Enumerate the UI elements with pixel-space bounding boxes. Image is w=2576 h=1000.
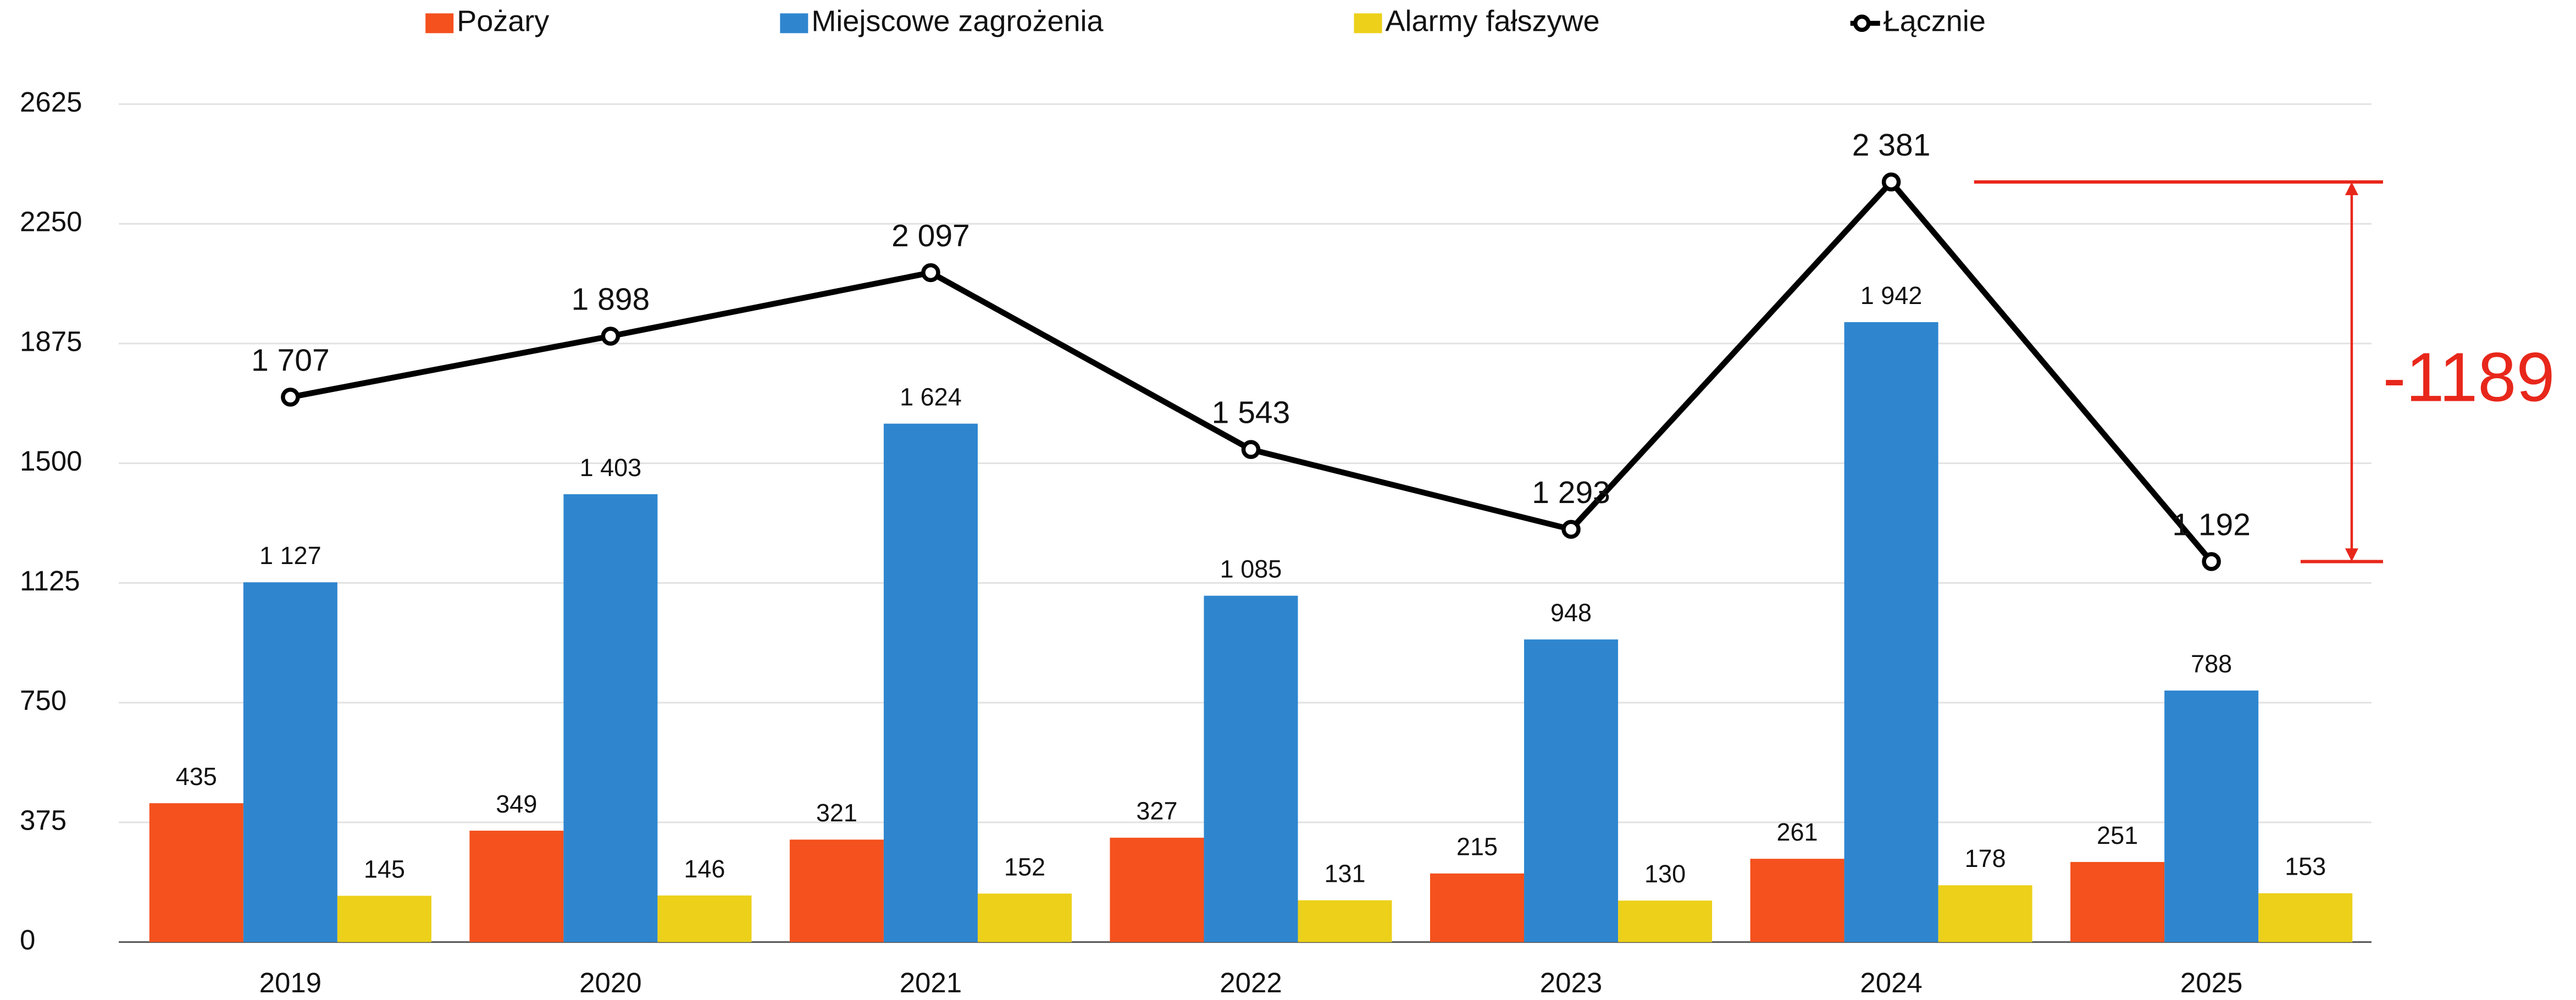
y-tick-label: 1500 [20, 445, 82, 477]
line-value-label: 1 293 [1532, 475, 1610, 510]
line-point [1243, 442, 1258, 457]
x-tick-label: 2019 [259, 967, 322, 998]
arrow-head [2345, 548, 2358, 561]
line-point [923, 265, 938, 280]
bar-value-label: 1 942 [1860, 281, 1923, 310]
x-tick-label: 2023 [1540, 967, 1602, 998]
line-point [2204, 554, 2219, 569]
legend-marker [1855, 16, 1869, 30]
bar-value-label: 1 624 [900, 383, 962, 411]
y-tick-label: 750 [20, 685, 67, 716]
y-tick-label: 2625 [20, 86, 82, 118]
bar [149, 803, 243, 942]
bar [1524, 639, 1618, 942]
y-tick-label: 2250 [20, 206, 82, 237]
chart: 0 375 750 1125 1500 1875 2250 2625 2019 2020 2021 2… [0, 0, 2576, 1000]
bar [1750, 859, 1844, 942]
bar [1938, 885, 2032, 942]
arrow-head [2345, 182, 2358, 195]
bar [1844, 322, 1938, 942]
y-tick-label: 1125 [20, 565, 80, 596]
bar-value-label: 327 [1136, 797, 1177, 825]
bar-value-label: 1 403 [580, 454, 642, 482]
bar-value-label: 152 [1004, 853, 1045, 881]
bar [1298, 900, 1392, 942]
line-value-label: 2 097 [891, 218, 970, 253]
x-tick-label: 2021 [900, 967, 962, 998]
legend-swatch [780, 13, 808, 33]
y-tick-label: 1875 [20, 325, 82, 357]
bar-value-label: 215 [1456, 833, 1498, 861]
bar [243, 582, 337, 942]
y-tick-label: 0 [20, 924, 35, 955]
bar [978, 893, 1072, 942]
legend-label: Pożary [457, 5, 549, 38]
bar-value-label: 261 [1777, 818, 1818, 846]
bar [337, 896, 431, 942]
bar-value-label: 130 [1644, 860, 1686, 888]
bar [1430, 874, 1524, 942]
line-value-label: 1 192 [2172, 507, 2251, 543]
bar-value-label: 178 [1965, 844, 2006, 872]
bar [563, 494, 657, 942]
line-point [1884, 175, 1899, 190]
bar [2164, 690, 2258, 942]
x-tick-label: 2024 [1860, 967, 1922, 998]
bar-value-label: 788 [2191, 650, 2232, 678]
bar-value-label: 131 [1324, 859, 1365, 887]
bar [657, 896, 751, 942]
line-point [603, 329, 618, 344]
bar [1618, 900, 1712, 942]
bar-value-label: 1 085 [1220, 555, 1282, 583]
page: {"chart_data": {"type": "bar", "categori… [0, 0, 2576, 1000]
bar [790, 839, 884, 942]
x-tick-label: 2022 [1220, 967, 1282, 998]
legend-label: Miejscowe zagrożenia [811, 5, 1104, 38]
bar [884, 424, 978, 942]
bar [1110, 838, 1204, 942]
line-value-label: 1 543 [1212, 395, 1290, 430]
annotation-text: -1189 [2383, 339, 2555, 416]
bar [2070, 862, 2164, 942]
line-point [1564, 522, 1578, 537]
line-point [283, 390, 298, 405]
legend-swatch [1354, 13, 1382, 33]
legend-label: Łącznie [1883, 5, 1986, 38]
legend-label: Alarmy fałszywe [1386, 5, 1600, 38]
bar-value-label: 153 [2285, 853, 2326, 881]
bar-value-label: 145 [364, 855, 405, 883]
line-value-label: 1 898 [572, 282, 650, 317]
bar-value-label: 435 [176, 763, 217, 791]
x-tick-label: 2025 [2180, 967, 2242, 998]
bar [2258, 893, 2352, 942]
bar-value-label: 1 127 [259, 542, 322, 570]
y-tick-label: 375 [20, 804, 67, 836]
x-tick-label: 2020 [579, 967, 641, 998]
line-value-label: 2 381 [1852, 128, 1931, 163]
bar [469, 831, 563, 942]
bar-value-label: 146 [684, 855, 725, 883]
bar-value-label: 948 [1550, 599, 1592, 627]
bar-value-label: 321 [816, 799, 857, 827]
bar [1204, 596, 1298, 942]
bar-value-label: 349 [496, 790, 537, 818]
bar-value-label: 251 [2097, 821, 2138, 849]
legend-swatch [425, 13, 453, 33]
line-value-label: 1 707 [251, 342, 330, 378]
